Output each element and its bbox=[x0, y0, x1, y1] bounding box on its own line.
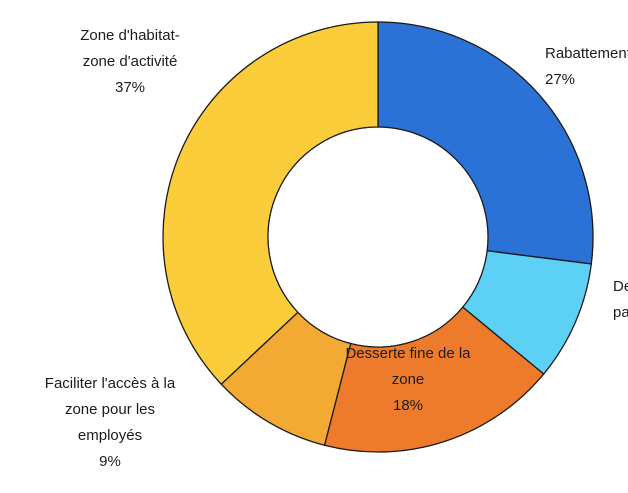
slice-label-4: Faciliter l'accès à la zone pour les emplo… bbox=[45, 375, 176, 470]
slice-label-2-line-1: Desserte bbox=[613, 278, 628, 295]
donut-slice-5 bbox=[162, 21, 379, 386]
slice-label-1-line-1: Rabattement bbox=[545, 45, 628, 62]
donut-slice-3 bbox=[323, 306, 545, 453]
slice-label-5-line-1: Zone d'habitat- bbox=[80, 27, 180, 44]
slice-label-2: Desserte parking bbox=[613, 278, 628, 321]
slice-label-4-line-4: 9% bbox=[99, 453, 121, 470]
slice-label-3-line-2: zone bbox=[392, 371, 425, 388]
slice-label-2-line-2: parking bbox=[613, 304, 628, 321]
slice-label-1: Rabattement 27% bbox=[545, 45, 628, 88]
slice-label-4-line-1: Faciliter l'accès à la bbox=[45, 375, 176, 392]
donut-slice-1 bbox=[377, 21, 594, 265]
slice-label-3-line-1: Desserte fine de la bbox=[345, 345, 471, 362]
slices-group bbox=[162, 21, 594, 453]
slice-label-5: Zone d'habitat-zone d'activité 37% bbox=[80, 27, 180, 96]
slice-label-4-line-3: employés bbox=[78, 427, 142, 444]
slice-label-3-line-3: 18% bbox=[393, 397, 423, 414]
labels-group: Rabattement 27% Desserte parking Desserte fi… bbox=[45, 27, 628, 470]
slice-label-3: Desserte fine de la zone 18% bbox=[345, 345, 471, 414]
slice-label-5-line-3: 37% bbox=[115, 79, 145, 96]
slice-label-4-line-2: zone pour les bbox=[65, 401, 155, 418]
slice-label-1-line-2: 27% bbox=[545, 71, 575, 88]
slice-label-5-line-2: zone d'activité bbox=[83, 53, 178, 70]
